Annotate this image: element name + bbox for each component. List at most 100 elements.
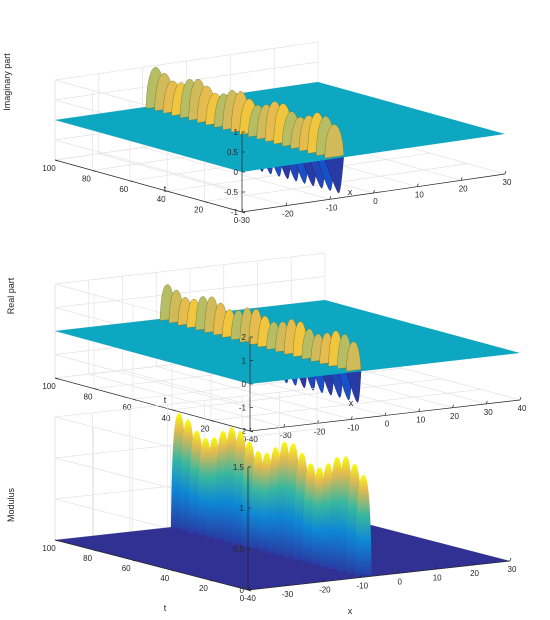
z-tick-label: 1.5: [233, 463, 245, 472]
x-tick-label: 0: [373, 197, 378, 206]
x-tick-label: -10: [347, 423, 359, 432]
x-tick-label: 30: [484, 408, 493, 417]
surface-peak: [345, 341, 362, 372]
t-tick-label: 100: [42, 382, 56, 391]
surface-trough: [324, 155, 345, 194]
x-tick-label: 10: [433, 573, 442, 582]
x-tick: [359, 574, 362, 578]
x-tick: [485, 400, 488, 404]
t-tick-label: 100: [42, 544, 56, 553]
x-tick-label: -20: [319, 586, 331, 595]
z-tick-label: 0.5: [233, 545, 245, 554]
x-tick-label: -40: [246, 435, 258, 444]
x-tick-label: 30: [508, 565, 517, 574]
x-tick-label: -30: [238, 216, 250, 225]
t-tick-label: 20: [194, 206, 203, 215]
t-tick: [54, 377, 59, 380]
z-tick-label: 0.5: [227, 148, 239, 157]
t-tick-label: 60: [119, 185, 128, 194]
x-tick: [373, 189, 375, 194]
z-tick-label: 0: [234, 168, 239, 177]
surface-peak: [324, 124, 345, 159]
z-tick-label: 0: [242, 380, 247, 389]
x-tick: [460, 177, 463, 181]
z-tick-label: -1: [239, 404, 247, 413]
x-tick-label: 30: [503, 178, 512, 187]
z-tick-label: 2: [242, 333, 247, 342]
x-tick-label: 10: [416, 416, 425, 425]
x-tick: [472, 562, 474, 566]
x-tick-label: 10: [415, 191, 424, 200]
grid-line: [167, 152, 431, 192]
t-tick: [93, 388, 98, 390]
t-axis-line: [54, 159, 243, 213]
x-tick-label: -10: [326, 203, 338, 212]
z-axis-label: Imaginary part: [2, 53, 12, 111]
t-tick: [171, 409, 176, 412]
x-tick: [249, 427, 252, 432]
x-tick: [283, 424, 286, 428]
t-tick-label: 40: [160, 574, 169, 583]
t-tick-label: 60: [123, 403, 132, 412]
x-tick-label: -20: [282, 210, 294, 219]
x-tick: [504, 170, 507, 175]
grid-line: [171, 378, 443, 411]
grid-line: [122, 369, 318, 424]
x-axis-label: x: [349, 398, 354, 408]
t-tick-label: 0: [240, 594, 245, 603]
t-tick-label: 40: [162, 414, 171, 423]
z-tick-label: 0: [240, 586, 245, 595]
z-tick-label: 1: [242, 357, 247, 366]
t-tick-label: 80: [84, 393, 93, 402]
t-tick-label: 80: [83, 554, 92, 563]
panel-real: -2-1012-40-30-20-10010203040020406080100…: [6, 252, 527, 444]
panel-modulus: 00.511.5-40 -30 -20 -10 0 10 20 30020406080100 …: [6, 387, 517, 616]
t-tick: [132, 559, 136, 562]
x-tick: [417, 183, 419, 187]
t-tick-label: 100: [42, 164, 56, 173]
t-axis-label: t: [164, 184, 167, 194]
t-tick-label: 40: [157, 195, 166, 204]
x-tick-label: 20: [450, 412, 459, 421]
t-tick-label: 20: [199, 584, 208, 593]
x-tick: [350, 416, 353, 420]
t-axis-label: t: [164, 395, 167, 405]
t-tick: [93, 549, 97, 552]
x-tick: [519, 396, 522, 401]
x-axis-label: x: [348, 606, 353, 616]
x-tick-label: 0: [397, 577, 402, 586]
panel-imaginary: -1-0.500.51-30-20-100102030020406080100 …: [2, 41, 512, 225]
x-tick: [322, 578, 325, 582]
t-tick: [170, 569, 174, 572]
x-tick: [397, 570, 400, 574]
x-tick-label: 20: [459, 184, 468, 193]
t-tick-label: 60: [122, 564, 131, 573]
t-tick: [249, 430, 254, 433]
x-tick-label: -10: [357, 582, 369, 591]
z-tick-label: 1: [234, 128, 239, 137]
t-tick-label: 80: [82, 174, 91, 183]
x-axis-label: x: [348, 187, 353, 197]
surface-trough: [345, 369, 362, 403]
x-tick-label: 0: [385, 420, 390, 429]
z-tick-label: -0.5: [224, 188, 238, 197]
grid-line: [142, 146, 330, 200]
grid-line: [210, 389, 482, 421]
t-tick: [54, 159, 59, 162]
t-tick: [247, 589, 252, 592]
z-axis-label: Modulus: [6, 487, 16, 522]
grid-line: [88, 373, 284, 428]
x-tick: [418, 408, 421, 412]
t-axis-line: [54, 377, 251, 432]
t-tick: [209, 579, 213, 582]
x-tick: [317, 420, 319, 424]
t-tick: [129, 180, 133, 183]
x-tick-label: 20: [470, 569, 479, 578]
x-tick: [434, 566, 437, 570]
x-tick: [509, 557, 512, 562]
t-tick-label: 20: [201, 424, 210, 433]
x-tick-label: -30: [282, 590, 294, 599]
x-tick-label: -30: [280, 431, 292, 440]
x-tick: [285, 582, 287, 586]
